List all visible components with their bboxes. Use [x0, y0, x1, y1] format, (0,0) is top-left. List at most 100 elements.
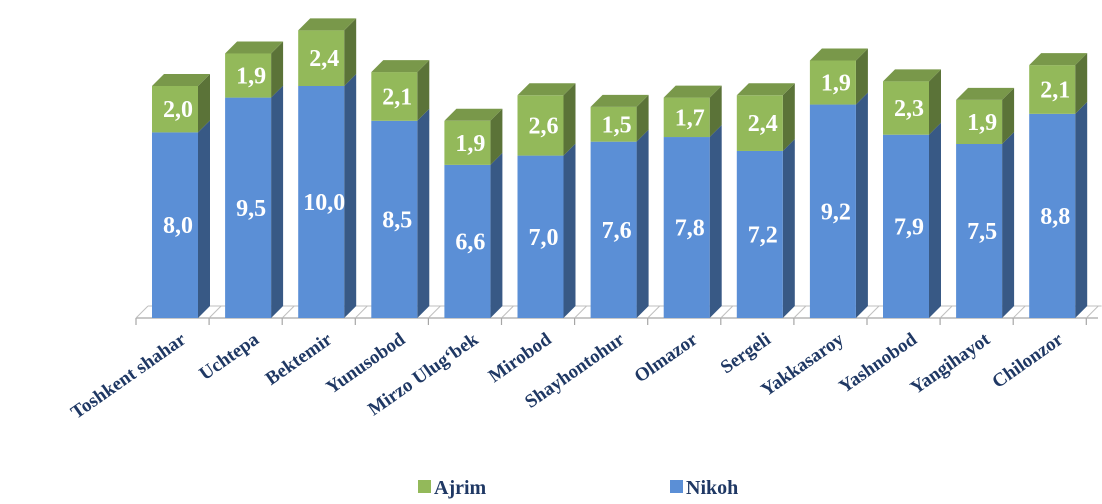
bar-ajrim-front [371, 72, 418, 121]
bar-nikoh-front [809, 104, 856, 318]
x-tick-depth [501, 305, 514, 319]
value-label-ajrim: 2,4 [309, 46, 339, 72]
bar-nikoh-front [883, 134, 929, 318]
bar-nikoh-side [782, 138, 795, 318]
bar-ajrim [736, 83, 795, 151]
bar-ajrim-side [271, 41, 284, 98]
value-label-nikoh: 8,5 [382, 207, 412, 233]
bar-ajrim-front [298, 30, 345, 86]
bar-nikoh-front [371, 120, 418, 318]
x-tick-depth [866, 305, 880, 319]
legend-item-ajrim: Ajrim [418, 477, 487, 499]
bar-ajrim [152, 74, 210, 133]
x-tick-depth [135, 305, 149, 319]
bar-nikoh [1029, 101, 1088, 318]
bar-ajrim-side [709, 85, 722, 138]
value-label-nikoh: 8,0 [163, 213, 193, 239]
value-label-ajrim: 1,5 [602, 112, 632, 138]
bar-ajrim-side [417, 60, 430, 121]
bar-ajrim [371, 60, 430, 121]
bar-ajrim-top [590, 94, 649, 107]
value-label-ajrim: 2,0 [163, 97, 193, 123]
bar-ajrim [590, 94, 649, 142]
bar-nikoh-front [517, 155, 564, 318]
bar-nikoh-front [736, 150, 783, 318]
value-label-nikoh: 7,9 [894, 214, 924, 240]
value-label-ajrim: 2,6 [529, 113, 559, 139]
bar-nikoh-side [563, 143, 576, 318]
x-tick-depth [1012, 305, 1026, 319]
category-label: Yakkasaroy [757, 329, 848, 401]
value-label-ajrim: 1,9 [455, 131, 485, 157]
value-label-ajrim: 1,9 [236, 64, 266, 90]
bar-ajrim [225, 41, 284, 98]
value-label-nikoh: 7,5 [967, 219, 997, 245]
value-label-nikoh: 7,2 [748, 222, 778, 248]
bar-nikoh-side [344, 74, 357, 318]
bar-ajrim-top [298, 18, 357, 31]
category-label: Sergeli [717, 329, 775, 378]
bar-nikoh-side [929, 122, 941, 318]
category-label: Yashnobod [835, 329, 921, 398]
bar-ajrim-front [809, 60, 856, 105]
value-label-nikoh: 9,2 [821, 199, 851, 225]
bar-ajrim-side [198, 74, 210, 133]
bar-ajrim-front [736, 95, 783, 151]
bar-ajrim-top [371, 60, 430, 73]
bar-nikoh-front [444, 164, 491, 318]
x-tick-depth [720, 305, 734, 319]
bar-nikoh-side [198, 120, 210, 319]
bar-ajrim-front [590, 106, 637, 142]
bar-ajrim-side [782, 83, 795, 151]
legend-label: Ajrim [434, 477, 487, 499]
bar-nikoh [371, 108, 430, 318]
x-tick-depth [793, 305, 807, 319]
bar-nikoh-front [152, 132, 198, 318]
bar-ajrim-side [929, 69, 941, 135]
bar-ajrim-top [663, 85, 722, 98]
bar-nikoh-side [417, 108, 430, 318]
bar-nikoh-side [709, 125, 722, 318]
legend: Ajrim Nikoh [418, 477, 738, 499]
bar-nikoh [298, 74, 357, 318]
value-label-ajrim: 2,1 [382, 84, 412, 110]
bar-ajrim-front [1029, 65, 1076, 114]
x-tick-depth [647, 305, 661, 319]
bar-nikoh-front [663, 137, 710, 318]
bar-nikoh [590, 129, 649, 318]
bar-ajrim [663, 85, 722, 138]
category-label: Olmazor [631, 329, 702, 388]
value-label-ajrim: 1,9 [967, 110, 997, 136]
value-label-nikoh: 6,6 [455, 229, 485, 255]
value-label-ajrim: 2,3 [894, 96, 924, 122]
x-tick-depth [208, 305, 222, 319]
bar-nikoh-side [490, 152, 503, 318]
bar-nikoh-front [1029, 113, 1076, 318]
bar-ajrim-front [152, 86, 198, 133]
bar-nikoh-side [1075, 101, 1088, 318]
category-label: Chilonzor [988, 329, 1067, 393]
bar-nikoh [517, 143, 576, 318]
category-label: Uchtepa [196, 329, 264, 385]
bar-ajrim-front [517, 95, 564, 156]
x-tick-depth [1085, 305, 1099, 319]
bar-nikoh [444, 152, 503, 318]
bar-nikoh-side [271, 85, 284, 318]
bar-ajrim-side [344, 18, 357, 86]
bar-ajrim-top [956, 87, 1015, 100]
bar-nikoh-side [1002, 132, 1015, 318]
bar-nikoh-front [956, 144, 1003, 318]
bar-nikoh-front [225, 97, 272, 318]
x-tick-depth [281, 305, 295, 319]
bar-ajrim-side [1002, 87, 1015, 144]
bar-ajrim [444, 108, 503, 165]
bar-ajrim-top [225, 41, 284, 54]
bar-nikoh-front [590, 141, 637, 318]
bar-ajrim-top [444, 108, 503, 121]
value-label-nikoh: 7,0 [529, 225, 559, 251]
legend-label: Nikoh [686, 477, 738, 499]
value-label-nikoh: 9,5 [236, 196, 266, 222]
value-label-nikoh: 10,0 [303, 190, 345, 216]
x-tick-depth [354, 305, 368, 319]
